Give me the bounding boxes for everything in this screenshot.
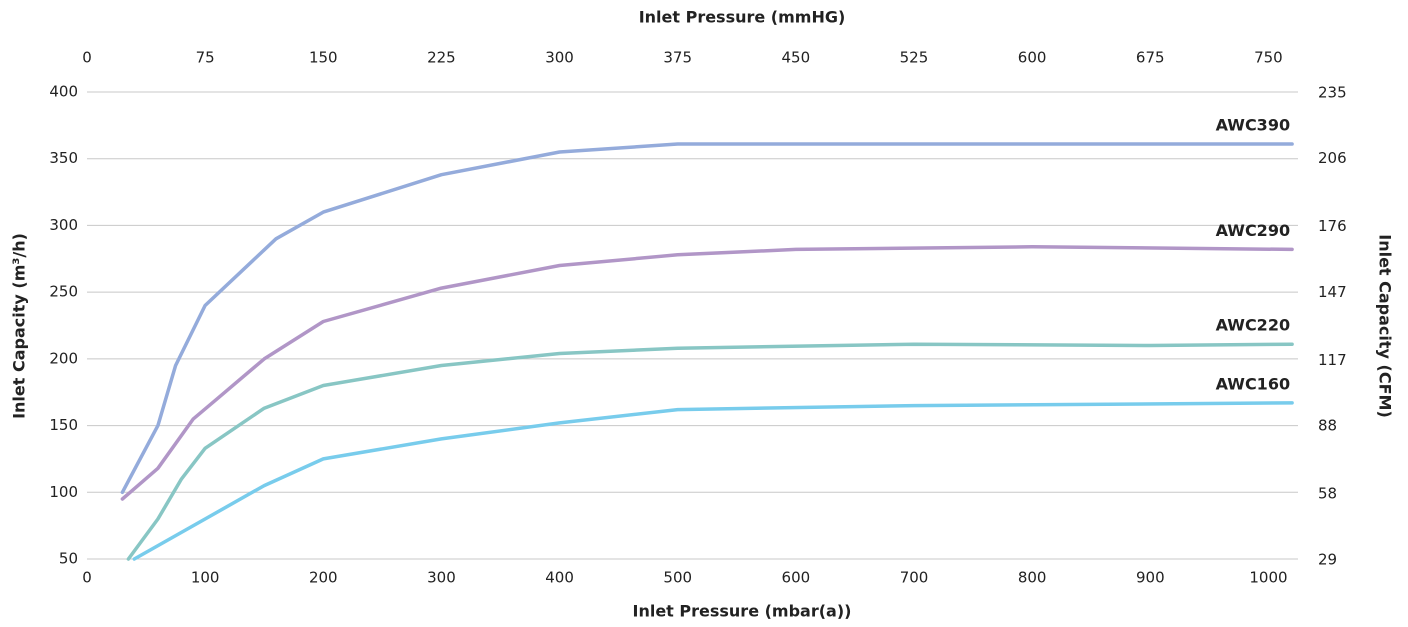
x2-tick-label: 750 — [1254, 49, 1283, 67]
x-tick-label: 600 — [782, 569, 811, 587]
x2-tick-label: 375 — [663, 49, 692, 67]
x-tick-label: 0 — [82, 569, 92, 587]
y2-tick-label: 235 — [1318, 83, 1347, 101]
y2-tick-label: 117 — [1318, 351, 1347, 369]
y-tick-label: 250 — [49, 283, 78, 301]
series-label: AWC220 — [1216, 316, 1290, 335]
y2-tick-label: 206 — [1318, 149, 1347, 167]
y-tick-label: 50 — [59, 550, 78, 568]
x-tick-label: 100 — [191, 569, 220, 587]
y-tick-label: 350 — [49, 149, 78, 167]
x-tick-label: 400 — [545, 569, 574, 587]
y-tick-label: 300 — [49, 216, 78, 234]
y2-tick-label: 176 — [1318, 217, 1347, 235]
y-axis-title: Inlet Capacity (m³/h) — [10, 233, 29, 419]
x-tick-label: 900 — [1136, 569, 1165, 587]
x-axis-title: Inlet Pressure (mbar(a)) — [633, 602, 852, 621]
x2-tick-label: 0 — [82, 49, 92, 67]
x-tick-label: 800 — [1018, 569, 1047, 587]
series-line — [126, 342, 1294, 561]
y-tick-label: 150 — [49, 416, 78, 434]
x-tick-label: 700 — [900, 569, 929, 587]
series-line — [132, 401, 1294, 561]
x-tick-label: 1000 — [1249, 569, 1287, 587]
x2-axis-title: Inlet Pressure (mmHG) — [639, 8, 846, 27]
x2-tick-label: 450 — [782, 49, 811, 67]
series-line — [120, 245, 1294, 501]
series-line — [120, 142, 1294, 495]
series-label: AWC390 — [1216, 116, 1290, 135]
x2-tick-label: 525 — [900, 49, 929, 67]
x2-tick-label: 300 — [545, 49, 574, 67]
y-tick-label: 200 — [49, 349, 78, 367]
y2-axis-title: Inlet Capacity (CFM) — [1376, 234, 1395, 418]
x-tick-label: 200 — [309, 569, 338, 587]
x2-tick-label: 75 — [196, 49, 215, 67]
y2-tick-label: 29 — [1318, 550, 1337, 568]
x2-tick-label: 600 — [1018, 49, 1047, 67]
series-label: AWC290 — [1216, 221, 1290, 240]
y-tick-label: 100 — [49, 483, 78, 501]
y2-tick-label: 58 — [1318, 485, 1337, 503]
y2-tick-label: 147 — [1318, 283, 1347, 301]
x2-tick-label: 225 — [427, 49, 456, 67]
y2-tick-label: 88 — [1318, 417, 1337, 435]
x-tick-label: 500 — [663, 569, 692, 587]
series-label: AWC160 — [1216, 374, 1290, 393]
x2-tick-label: 150 — [309, 49, 338, 67]
x2-tick-label: 675 — [1136, 49, 1165, 67]
x-tick-label: 300 — [427, 569, 456, 587]
y-tick-label: 400 — [49, 83, 78, 101]
